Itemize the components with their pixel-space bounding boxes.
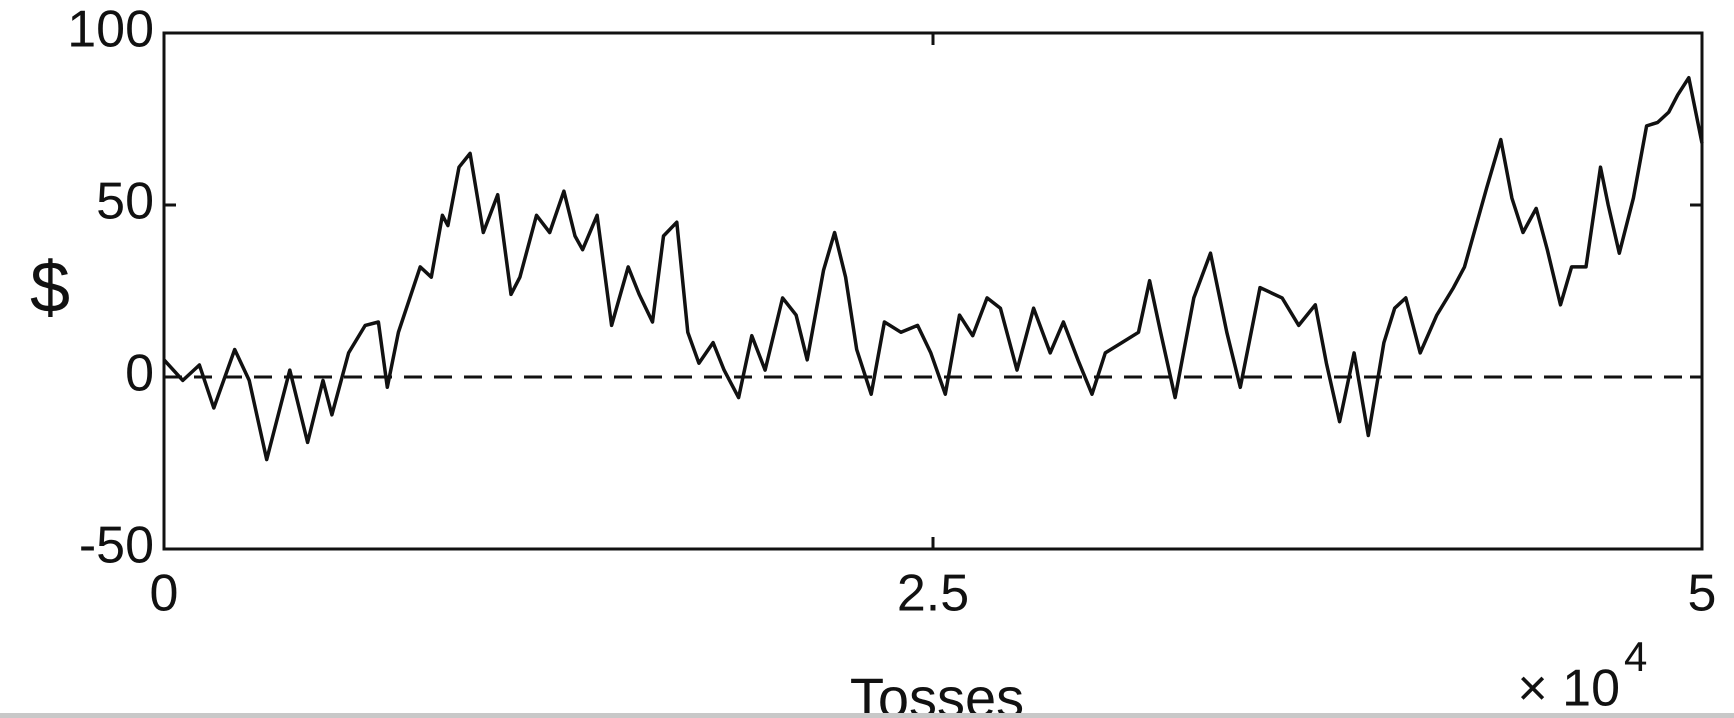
y-tick-label: 100 xyxy=(67,1,154,59)
bottom-strip xyxy=(0,713,1734,718)
y-axis-label: $ xyxy=(30,248,70,328)
y-tick-label: -50 xyxy=(79,517,154,575)
x-tick-label: 2.5 xyxy=(897,565,969,623)
data-line xyxy=(162,75,1704,462)
y-tick-label: 0 xyxy=(125,345,154,403)
x-tick-label: 0 xyxy=(150,565,179,623)
y-tick-label: 50 xyxy=(96,173,154,231)
x-multiplier-exponent: 4 xyxy=(1624,633,1647,680)
x-axis-label: Tosses xyxy=(850,666,1024,718)
x-tick-label: 5 xyxy=(1688,565,1717,623)
x-multiplier: × 10 xyxy=(1517,660,1620,718)
